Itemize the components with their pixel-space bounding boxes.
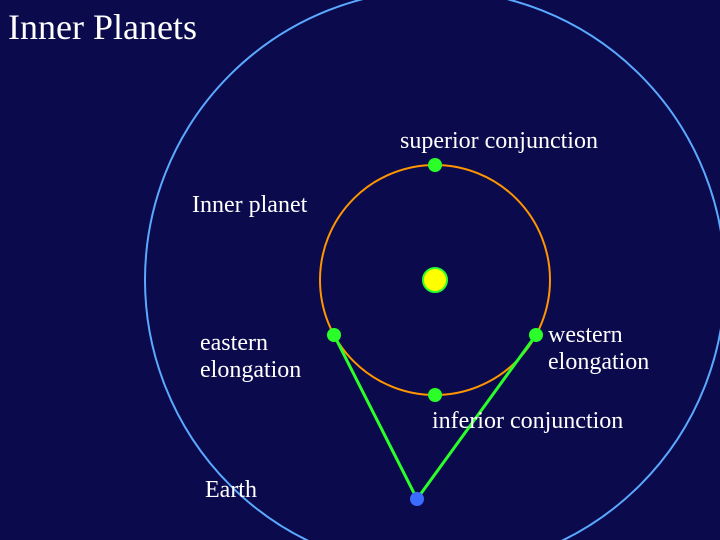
label-eastern: eastern elongation <box>200 330 301 384</box>
orbit-diagram <box>0 0 720 540</box>
page-title: Inner Planets <box>8 6 197 48</box>
label-inner: Inner planet <box>192 192 307 219</box>
label-earth: Earth <box>205 477 257 504</box>
label-western: western elongation <box>548 322 649 376</box>
label-inferior: inferior conjunction <box>432 408 623 435</box>
label-superior: superior conjunction <box>400 128 598 155</box>
